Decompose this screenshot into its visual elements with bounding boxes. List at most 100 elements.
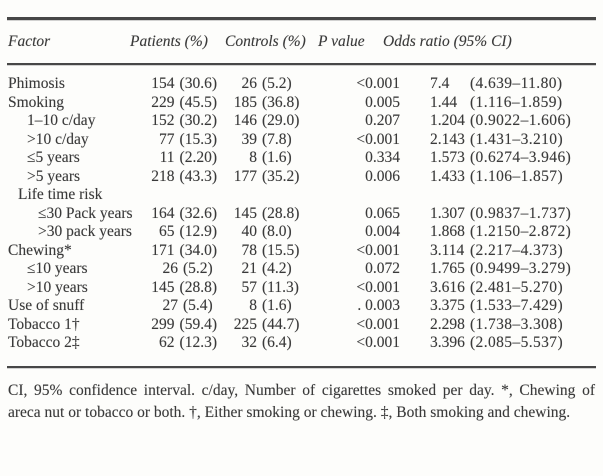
patients-cell: 299 (59.4) [122, 316, 217, 335]
controls-count: 57 [241, 278, 258, 296]
patients-count: 62 [159, 334, 175, 351]
pvalue-cell: <0.001 [356, 241, 400, 259]
patients-cell: 65 (12.9) [122, 223, 217, 242]
controls-percent: (1.6) [262, 297, 292, 314]
controls-percent: (11.3) [262, 278, 299, 296]
controls-percent: (44.7) [262, 315, 300, 333]
patients-count: 77 [159, 130, 175, 148]
odds-ratio-cell: 1.204 [430, 112, 465, 129]
patients-cell: 26 (5.2) [122, 260, 217, 279]
patients-cell: 171 (34.0) [122, 242, 217, 261]
pvalue-cell: 0.207 [365, 112, 400, 129]
patients-cell: 164 (32.6) [122, 205, 217, 224]
confidence-interval-cell: (1.116–1.859) [470, 93, 563, 111]
patients-percent: (30.6) [179, 75, 217, 92]
patients-percent: (43.3) [179, 167, 217, 185]
table-row: Chewing* 171 (34.0) 78 (15.5) <0.001 3.1… [0, 242, 603, 261]
table-row: >30 pack years 65 (12.9) 40 (8.0) 0.004 … [0, 223, 603, 242]
patients-cell: 152 (30.2) [122, 112, 217, 131]
pvalue-cell: 0.065 [365, 204, 400, 222]
controls-count: 146 [233, 112, 257, 129]
patients-percent: (5.4) [183, 297, 213, 314]
patients-cell: 27 (5.4) [122, 297, 217, 316]
controls-cell: 78 (15.5) [217, 242, 310, 261]
column-header-odds-ratio: Odds ratio (95% CI) [383, 32, 512, 50]
patients-percent: (2.20) [179, 149, 217, 166]
pvalue-cell: . 0.003 [357, 297, 400, 314]
patients-count: 299 [151, 315, 175, 333]
table-row: Use of snuff 27 (5.4) 8 (1.6) . 0.003 3.… [0, 297, 603, 316]
table-row: Tobacco 1† 299 (59.4) 225 (44.7) <0.001 … [0, 316, 603, 335]
odds-ratio-cell: 3.375 [430, 297, 465, 314]
patients-percent: (5.2) [183, 260, 213, 277]
controls-count: 8 [249, 297, 257, 314]
table-footnote: CI, 95% confidence interval. c/day, Numb… [8, 381, 595, 422]
patients-count: 26 [162, 260, 179, 277]
patients-count: 152 [151, 112, 175, 129]
controls-percent: (29.0) [262, 112, 300, 129]
table-row: ≤5 years 11 (2.20) 8 (1.6) 0.334 1.573 (… [0, 149, 603, 168]
column-header-controls: Controls (%) [225, 32, 306, 50]
controls-cell [217, 186, 310, 205]
factor-cell: 1–10 c/day [27, 112, 96, 129]
confidence-interval-cell: (1.738–3.308) [470, 315, 564, 333]
factor-cell: ≤30 Pack years [38, 204, 133, 222]
pvalue-cell: 0.005 [365, 93, 400, 111]
controls-cell: 185 (36.8) [217, 94, 310, 113]
pvalue-cell: <0.001 [356, 315, 400, 333]
patients-percent: (15.3) [179, 130, 217, 148]
pvalue-cell: 0.072 [365, 260, 400, 277]
controls-percent: (15.5) [262, 241, 300, 259]
scanned-paper-table-page: Factor Patients (%) Controls (%) P value… [0, 17, 603, 476]
controls-percent: (6.4) [262, 334, 292, 351]
odds-ratio-cell: 1.433 [430, 167, 465, 185]
patients-count: 11 [159, 149, 175, 166]
confidence-interval-cell: (0.6274–3.946) [470, 149, 572, 166]
odds-ratio-cell: 2.298 [430, 315, 465, 333]
confidence-interval-cell: (2.085–5.537) [470, 334, 564, 351]
odds-ratio-cell: 1.573 [430, 149, 465, 166]
table-row: ≤10 years 26 (5.2) 21 (4.2) 0.072 1.765 … [0, 260, 603, 279]
patients-cell: 218 (43.3) [122, 168, 217, 187]
factor-cell: Phimosis [8, 75, 65, 92]
controls-count: 39 [241, 130, 258, 148]
factor-cell: >30 pack years [38, 223, 132, 240]
patients-percent: (28.8) [179, 278, 217, 296]
patients-cell: 62 (12.3) [122, 334, 217, 353]
controls-cell: 32 (6.4) [217, 334, 310, 353]
controls-count: 8 [249, 149, 257, 166]
table-row: 1–10 c/day 152 (30.2) 146 (29.0) 0.207 1… [0, 112, 603, 131]
controls-count: 32 [241, 334, 258, 351]
odds-ratio-cell: 3.616 [430, 278, 465, 296]
table-row: ≤30 Pack years 164 (32.6) 145 (28.8) 0.0… [0, 205, 603, 224]
controls-count: 185 [233, 93, 257, 111]
column-header-patients: Patients (%) [130, 32, 208, 50]
controls-count [217, 186, 257, 205]
controls-cell: 40 (8.0) [217, 223, 310, 242]
odds-ratio-cell: 1.44 [430, 93, 458, 111]
pvalue-cell [310, 186, 400, 205]
factor-cell: Tobacco 1† [8, 315, 80, 333]
controls-percent: (4.2) [262, 260, 292, 277]
controls-percent: (8.0) [262, 223, 292, 240]
controls-percent: (5.2) [262, 75, 292, 92]
column-header-pvalue: P value [318, 32, 365, 50]
patients-count: 164 [151, 204, 175, 222]
confidence-interval-cell: (0.9499–3.279) [470, 260, 572, 277]
factor-cell: >10 c/day [27, 130, 89, 148]
controls-percent: (28.8) [262, 204, 300, 222]
patients-cell: 145 (28.8) [122, 279, 217, 298]
factor-cell: Tobacco 2‡ [8, 334, 80, 351]
patients-cell: 154 (30.6) [122, 75, 217, 94]
confidence-interval-cell: (0.9022–1.606) [470, 112, 572, 129]
controls-cell: 21 (4.2) [217, 260, 310, 279]
patients-percent: (12.3) [179, 334, 217, 351]
patients-count: 65 [159, 223, 175, 240]
odds-ratio-cell: 1.307 [430, 204, 465, 222]
controls-cell: 225 (44.7) [217, 316, 310, 335]
patients-percent: (34.0) [179, 241, 217, 259]
patients-percent: (45.5) [179, 93, 217, 111]
odds-ratio-cell: 1.765 [430, 260, 465, 277]
table-row: >10 c/day 77 (15.3) 39 (7.8) <0.001 2.14… [0, 131, 603, 150]
table-row: Phimosis 154 (30.6) 26 (5.2) <0.001 7.4 … [0, 75, 603, 94]
